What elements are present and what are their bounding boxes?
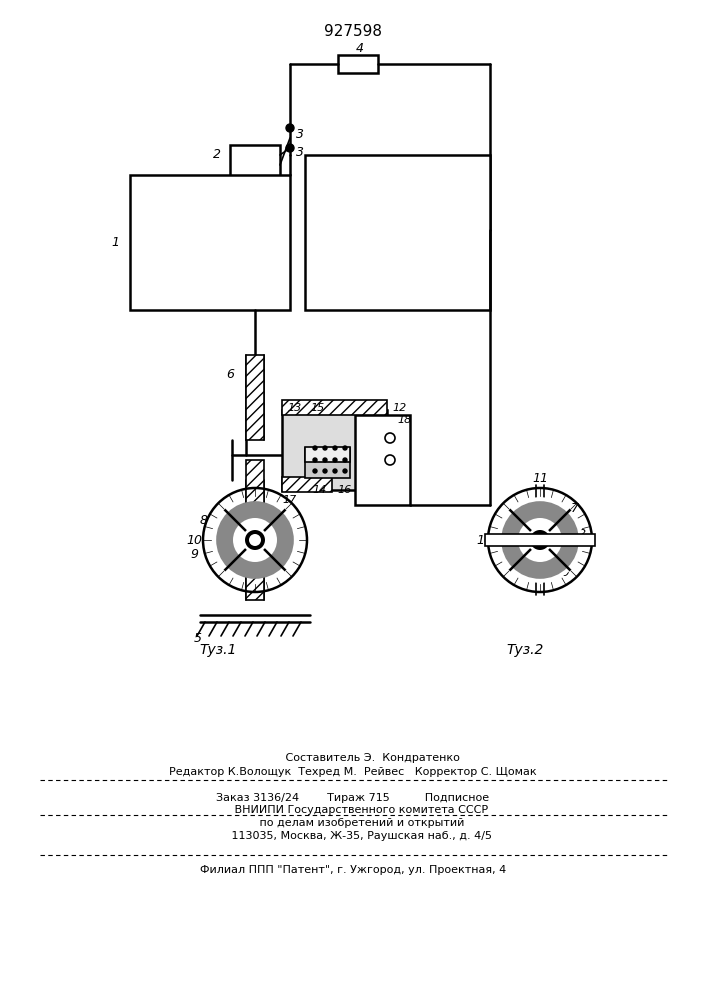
Text: 927598: 927598 — [324, 24, 382, 39]
Circle shape — [530, 530, 550, 550]
Circle shape — [323, 458, 327, 462]
Text: 12: 12 — [393, 403, 407, 413]
Text: 13: 13 — [288, 403, 302, 413]
Text: Филиал ППП "Патент", г. Ужгород, ул. Проектная, 4: Филиал ППП "Патент", г. Ужгород, ул. Про… — [200, 865, 506, 875]
Text: 14: 14 — [313, 485, 327, 495]
Circle shape — [286, 144, 294, 152]
Text: 3: 3 — [296, 145, 304, 158]
Text: 17: 17 — [283, 495, 297, 505]
Text: 3: 3 — [296, 128, 304, 141]
Text: Τуз.2: Τуз.2 — [506, 643, 544, 657]
Circle shape — [333, 458, 337, 462]
Text: 5: 5 — [194, 632, 202, 645]
Bar — [282, 400, 387, 415]
Text: 113035, Москва, Ж-35, Раушская наб., д. 4/5: 113035, Москва, Ж-35, Раушская наб., д. … — [214, 831, 492, 841]
Circle shape — [534, 534, 546, 546]
Text: 15: 15 — [311, 403, 325, 413]
Circle shape — [518, 518, 562, 562]
Circle shape — [323, 469, 327, 473]
Circle shape — [323, 446, 327, 450]
Text: 6: 6 — [226, 368, 234, 381]
Circle shape — [498, 498, 582, 582]
Circle shape — [343, 458, 347, 462]
Text: 10: 10 — [186, 534, 202, 546]
Circle shape — [249, 534, 261, 546]
Circle shape — [502, 502, 578, 578]
Circle shape — [245, 530, 265, 550]
Circle shape — [233, 518, 277, 562]
Bar — [305, 448, 350, 478]
Text: 11: 11 — [264, 534, 280, 546]
Text: 18: 18 — [398, 415, 412, 425]
Circle shape — [333, 446, 337, 450]
Text: 8: 8 — [578, 528, 586, 542]
Text: 2: 2 — [213, 148, 221, 161]
Bar — [355, 415, 410, 505]
Text: Редактор К.Волощук  Техред М.  Рейвес   Корректор С. Щомак: Редактор К.Волощук Техред М. Рейвес Корр… — [169, 767, 537, 777]
Text: 10: 10 — [476, 534, 492, 546]
Text: 16: 16 — [338, 485, 352, 495]
Text: Τуз.1: Τуз.1 — [199, 643, 237, 657]
Text: 9: 9 — [561, 566, 569, 578]
Text: 11: 11 — [532, 472, 548, 485]
Bar — [246, 355, 264, 440]
Bar — [282, 410, 387, 490]
Circle shape — [313, 458, 317, 462]
Circle shape — [286, 124, 294, 132]
Text: 1: 1 — [111, 235, 119, 248]
Text: 9: 9 — [190, 548, 198, 562]
Bar — [305, 155, 490, 310]
Bar — [282, 477, 332, 492]
Text: 7: 7 — [258, 554, 266, 566]
Bar — [485, 534, 595, 546]
Bar — [246, 460, 264, 600]
Text: ВНИИПИ Государственного комитета СССР: ВНИИПИ Государственного комитета СССР — [218, 805, 489, 815]
Bar — [338, 55, 378, 73]
Bar — [305, 447, 350, 462]
Circle shape — [217, 502, 293, 578]
Circle shape — [343, 446, 347, 450]
Text: Заказ 3136/24        Тираж 715          Подписное: Заказ 3136/24 Тираж 715 Подписное — [216, 793, 489, 803]
Circle shape — [333, 469, 337, 473]
Bar — [130, 175, 290, 310]
Text: Составитель Э.  Кондратенко: Составитель Э. Кондратенко — [247, 753, 460, 763]
Text: 7: 7 — [571, 502, 579, 514]
Circle shape — [343, 469, 347, 473]
Circle shape — [313, 469, 317, 473]
Text: 8: 8 — [200, 514, 208, 526]
Text: по делам изобретений и открытий: по делам изобретений и открытий — [242, 818, 464, 828]
Circle shape — [313, 446, 317, 450]
Text: 4: 4 — [356, 41, 364, 54]
Bar — [230, 145, 280, 183]
